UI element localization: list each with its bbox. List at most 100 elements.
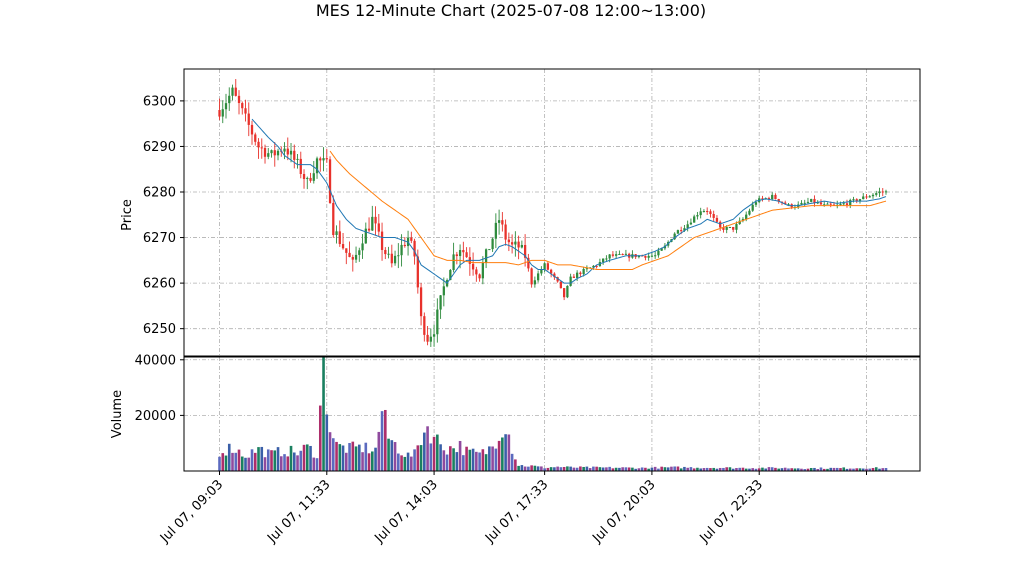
candle-body bbox=[741, 219, 745, 221]
candle-body bbox=[553, 273, 556, 278]
volume-bar bbox=[874, 467, 878, 471]
volume-tick-label: 20000 bbox=[135, 409, 176, 424]
volume-bar bbox=[218, 456, 221, 471]
volume-bar bbox=[442, 450, 446, 471]
candle-body bbox=[283, 148, 286, 152]
volume-bar bbox=[266, 449, 270, 471]
volume-tick-label: 40000 bbox=[135, 353, 176, 368]
candle-body bbox=[276, 150, 280, 156]
volume-bar bbox=[579, 466, 582, 471]
candle-body bbox=[803, 202, 806, 204]
volume-bar bbox=[868, 468, 872, 471]
candle-body bbox=[536, 273, 540, 281]
volume-bar bbox=[234, 452, 238, 471]
candle-body bbox=[371, 216, 374, 231]
candle-body bbox=[800, 202, 803, 205]
candle-body bbox=[289, 150, 293, 155]
candle-body bbox=[517, 241, 520, 248]
volume-bar bbox=[543, 468, 546, 471]
candle-body bbox=[403, 244, 406, 247]
volume-bar bbox=[510, 453, 514, 471]
candle-body bbox=[878, 191, 881, 194]
volume-bar bbox=[423, 432, 426, 471]
candle-body bbox=[514, 241, 517, 245]
candle-body bbox=[254, 134, 257, 142]
volume-bar bbox=[270, 450, 273, 471]
candle-body bbox=[319, 158, 322, 161]
volume-bar bbox=[715, 468, 719, 471]
candle-body bbox=[488, 249, 491, 251]
volume-bar bbox=[540, 466, 543, 471]
candle-body bbox=[647, 255, 650, 258]
candle-body bbox=[751, 204, 754, 211]
candle-body bbox=[429, 336, 432, 342]
volume-bar bbox=[481, 449, 485, 471]
candle-body bbox=[306, 177, 309, 180]
volume-bar bbox=[845, 468, 849, 471]
volume-bar bbox=[553, 467, 556, 471]
volume-bar bbox=[253, 452, 257, 471]
volume-bar bbox=[354, 446, 358, 471]
volume-bar bbox=[614, 467, 618, 471]
volume-bar bbox=[644, 467, 647, 471]
candle-body bbox=[374, 216, 377, 224]
volume-bar bbox=[501, 437, 504, 471]
candle-body bbox=[562, 288, 566, 298]
candle-body bbox=[497, 220, 501, 223]
volume-bar bbox=[231, 452, 234, 471]
volume-bar bbox=[260, 446, 264, 471]
volume-bar bbox=[780, 468, 784, 471]
candle-body bbox=[881, 191, 884, 193]
volume-bar bbox=[627, 467, 631, 471]
volume-bar bbox=[445, 454, 449, 471]
volume-bar bbox=[471, 448, 475, 471]
candle-body bbox=[602, 258, 605, 263]
candle-body bbox=[806, 201, 810, 203]
price-y-ticks: 6250 6260 6270 6280 6290 6300 bbox=[143, 94, 184, 337]
volume-bar bbox=[653, 466, 657, 471]
volume-bar bbox=[676, 466, 680, 471]
candle-body bbox=[699, 211, 702, 216]
candle-body bbox=[228, 95, 231, 104]
volume-bar bbox=[273, 450, 277, 471]
candle-body bbox=[693, 216, 696, 223]
volume-bar bbox=[387, 438, 390, 471]
volume-bar bbox=[774, 467, 777, 471]
volume-bar bbox=[865, 468, 868, 471]
candle-body bbox=[361, 243, 364, 251]
candle-body bbox=[839, 203, 842, 205]
x-tick-label: Jul 07, 11:33 bbox=[264, 477, 333, 546]
volume-bar bbox=[679, 468, 683, 471]
volume-bar bbox=[221, 453, 225, 471]
volume-bar bbox=[683, 466, 686, 471]
candle-body bbox=[816, 202, 819, 204]
volume-bar bbox=[816, 469, 820, 471]
volume-bar bbox=[257, 447, 260, 471]
volume-bar bbox=[592, 466, 595, 471]
volume-bar bbox=[650, 467, 654, 471]
candle-body bbox=[286, 148, 289, 155]
candle-body bbox=[312, 173, 315, 181]
candle-body bbox=[650, 255, 654, 257]
candle-body bbox=[819, 202, 823, 205]
volume-bar bbox=[364, 442, 368, 471]
candle-body bbox=[657, 250, 660, 256]
candle-body bbox=[267, 153, 270, 157]
volume-bar bbox=[624, 467, 628, 471]
candle-body bbox=[296, 158, 299, 160]
candle-body bbox=[875, 193, 878, 195]
candle-body bbox=[501, 220, 504, 225]
candle-body bbox=[224, 103, 228, 110]
volume-bar bbox=[455, 452, 459, 471]
volume-bar bbox=[292, 452, 296, 471]
candle-body bbox=[481, 262, 484, 279]
candle-body bbox=[241, 103, 244, 109]
candle-body bbox=[348, 252, 351, 258]
volume-bar bbox=[566, 466, 569, 471]
candle-body bbox=[540, 269, 543, 274]
volume-bar bbox=[325, 414, 329, 471]
volume-bar bbox=[468, 449, 472, 471]
volume-bar bbox=[647, 468, 650, 471]
volume-bar bbox=[315, 458, 319, 471]
